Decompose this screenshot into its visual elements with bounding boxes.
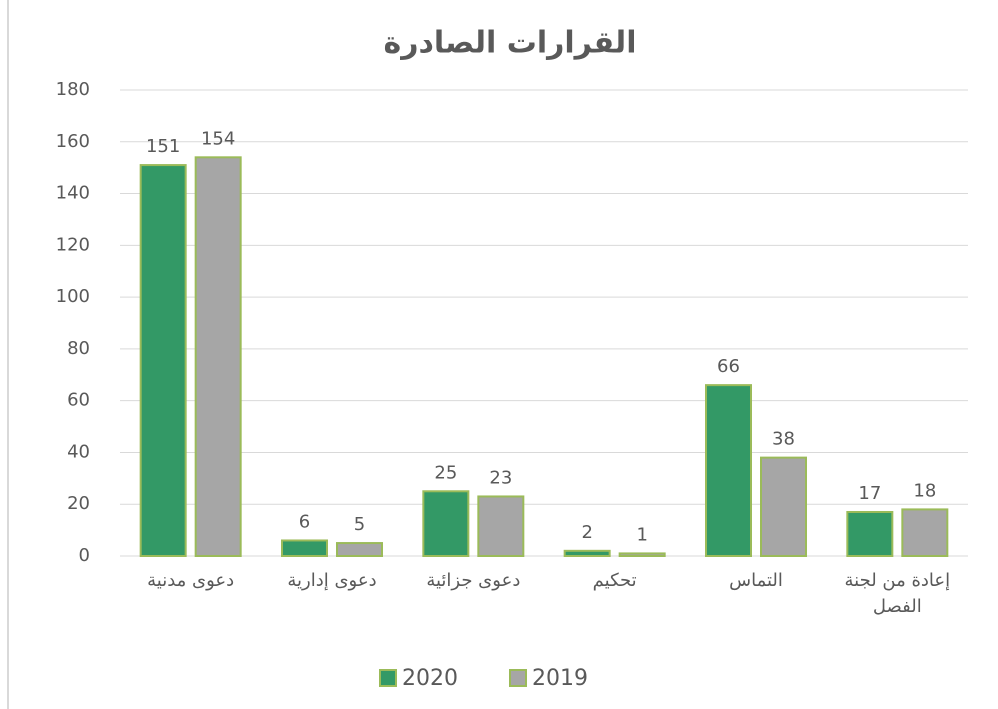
bar [563, 549, 611, 557]
bar [846, 510, 894, 558]
bar [477, 495, 525, 558]
y-tick-label: 180 [56, 79, 90, 100]
y-tick-label: 160 [56, 131, 90, 152]
data-label: 18 [913, 480, 936, 501]
bar [422, 490, 470, 557]
legend-swatch [509, 669, 527, 687]
data-label: 66 [717, 356, 740, 377]
x-tick-label: دعوى جزائية [426, 570, 521, 591]
y-tick-label: 80 [67, 338, 90, 359]
y-tick-label: 40 [67, 441, 90, 462]
data-label: 17 [858, 483, 881, 504]
y-tick-label: 100 [56, 286, 90, 307]
bar [281, 539, 328, 558]
x-tick-label: دعوى إدارية [287, 570, 377, 591]
y-tick-label: 60 [67, 390, 90, 411]
data-label: 23 [489, 467, 512, 488]
legend-label: 2020 [402, 666, 458, 691]
bar [618, 552, 666, 558]
data-label: 5 [354, 514, 365, 535]
x-tick-label: دعوى مدنية [147, 570, 235, 591]
y-tick-label: 0 [79, 545, 90, 566]
y-tick-label: 140 [56, 183, 90, 204]
bar [705, 384, 752, 557]
data-label: 25 [434, 462, 457, 483]
data-label: 1 [636, 524, 647, 545]
x-tick-label: إعادة من لجنة الفصل [844, 570, 951, 617]
y-tick-label: 20 [67, 493, 90, 514]
x-tick-label: التماس [729, 570, 783, 591]
bar [760, 456, 807, 557]
data-label: 6 [299, 511, 310, 532]
bar [139, 164, 187, 557]
bar [901, 508, 949, 557]
legend-label: 2019 [532, 666, 588, 691]
y-tick-label: 120 [56, 234, 90, 255]
data-label: 2 [581, 522, 592, 543]
data-label: 38 [772, 429, 795, 450]
legend-swatch [379, 669, 397, 687]
data-label: 154 [201, 128, 235, 149]
chart-title: القرارات الصادرة [384, 26, 637, 61]
bar [194, 156, 242, 558]
x-tick-label: تحكيم [592, 570, 637, 591]
data-label: 151 [146, 136, 180, 157]
bar [336, 542, 383, 557]
